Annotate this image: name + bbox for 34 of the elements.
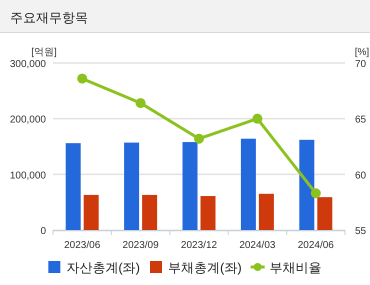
point — [194, 134, 204, 144]
bar — [240, 138, 256, 230]
bar — [299, 140, 314, 230]
y-tick-label: 200,000 — [10, 114, 46, 126]
x-tick-label: 2023/09 — [122, 240, 160, 251]
legend-label: 부채비율 — [270, 260, 322, 275]
point — [136, 98, 146, 108]
y2-tick-label: 55 — [355, 226, 367, 237]
bar — [200, 196, 216, 230]
x-tick-label: 2023/12 — [180, 240, 218, 251]
y2-tick-label: 70 — [355, 59, 367, 70]
bar — [84, 194, 99, 230]
y-tick-label: 300,000 — [10, 59, 46, 70]
bar — [317, 197, 332, 230]
x-tick-label: 2023/06 — [64, 240, 101, 251]
bar — [66, 143, 81, 230]
legend-label: 부채총계(좌) — [168, 260, 242, 275]
point — [310, 188, 321, 198]
x-tick-label: 2024/03 — [239, 240, 276, 251]
chart-title: 주요재무항목 — [10, 10, 88, 25]
point — [252, 114, 262, 124]
bar — [142, 194, 158, 230]
x-tick-label: 2024/06 — [298, 240, 334, 251]
legend-label: 자산총계(좌) — [66, 260, 140, 275]
y-axis-title: [억원] — [31, 47, 57, 58]
y2-axis-title: [%] — [354, 47, 370, 58]
bar — [182, 142, 198, 230]
bar — [258, 194, 274, 230]
y-tick-label: 100,000 — [10, 170, 46, 182]
y2-tick-label: 60 — [355, 170, 367, 182]
point — [77, 74, 88, 84]
bar — [124, 142, 140, 230]
y2-tick-label: 65 — [355, 114, 367, 126]
y-tick-label: 0 — [40, 226, 46, 237]
